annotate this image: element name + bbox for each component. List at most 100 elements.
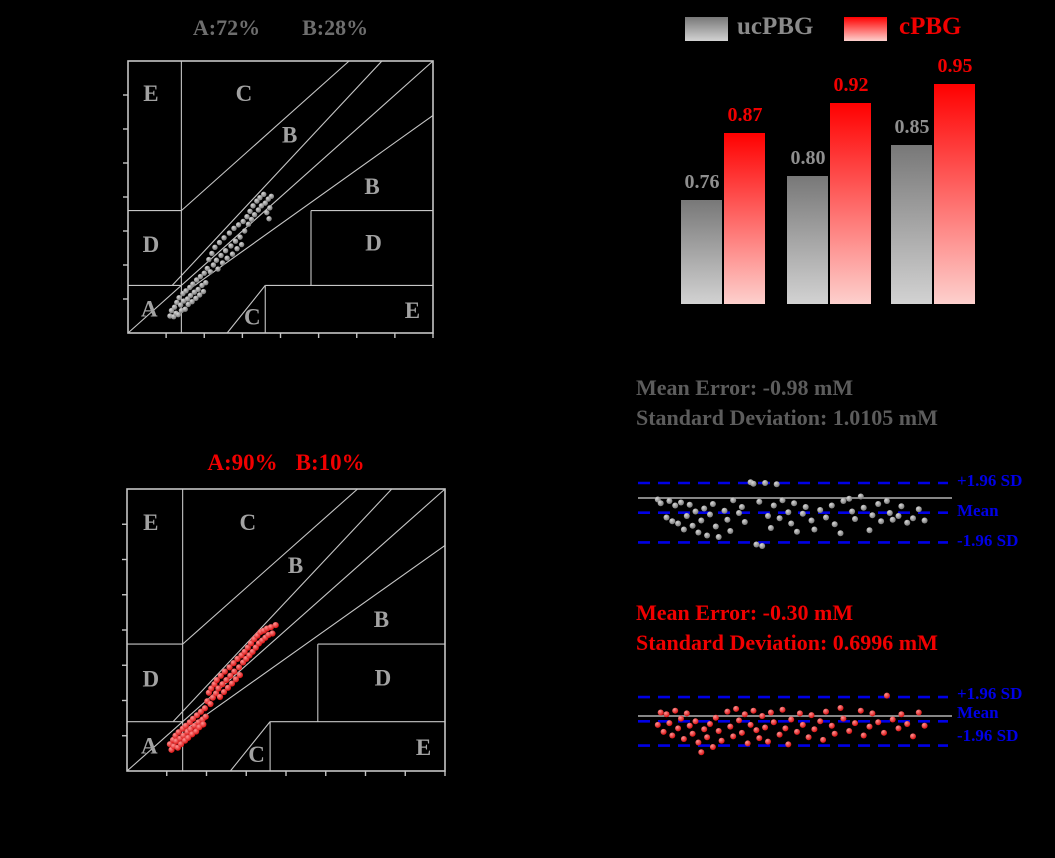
zone-label: C [248, 742, 265, 767]
scatter-point [663, 711, 670, 718]
scatter-point [219, 260, 226, 266]
scatter-point [221, 668, 228, 675]
zone-label: E [143, 510, 158, 535]
scatter-point [709, 743, 716, 750]
scatter-point [733, 705, 740, 712]
zone-label: D [375, 665, 392, 690]
zone-label: C [236, 81, 253, 106]
scatter-point [889, 716, 896, 723]
legend-swatch-ucpbg [685, 17, 728, 41]
scatter-point [250, 203, 256, 209]
scatter-point [715, 534, 722, 540]
bar-cPBG-1 [724, 133, 765, 304]
scatter-point [860, 732, 867, 739]
scatter-point [837, 530, 844, 537]
scatter-point [197, 708, 205, 715]
scatter-point [185, 734, 192, 741]
scatter-point [231, 668, 238, 675]
scatter-point [802, 504, 809, 510]
scatter-point [910, 515, 916, 522]
zone-label: C [240, 510, 257, 535]
scatter-point [785, 741, 792, 748]
scatter-point [889, 516, 896, 523]
bland-altman-ucpbg: +1.96 SD Mean -1.96 SD [638, 471, 1022, 550]
scatter-point [180, 732, 187, 739]
scatter-point [202, 713, 209, 720]
scatter-point [195, 286, 201, 293]
scatter-point [686, 501, 693, 508]
scatter-point [756, 735, 763, 742]
scatter-point [197, 273, 204, 280]
scatter-point [219, 681, 226, 688]
scatter-point [182, 722, 189, 729]
scatter-point [796, 710, 803, 717]
scatter-point [852, 516, 858, 522]
scatter-point [187, 292, 194, 299]
scatter-point [669, 518, 676, 525]
scatter-point [776, 731, 783, 738]
scatter-point [266, 216, 272, 222]
scatter-point [724, 708, 731, 715]
scatter-point [698, 517, 705, 524]
scatter-point [759, 543, 766, 549]
bar-cPBG-2 [830, 102, 871, 304]
scatter-point [215, 266, 221, 272]
scatter-point [846, 495, 853, 502]
scatter-point [187, 726, 194, 733]
scatter-point [762, 480, 769, 486]
mean-sd-label: Mean [957, 501, 999, 520]
scatter-point [736, 510, 742, 516]
scatter-point [191, 722, 198, 729]
scatter-point [849, 508, 856, 515]
bar-value-label: 0.92 [833, 73, 869, 96]
scatter-point [770, 719, 777, 726]
scatter-point [788, 716, 795, 723]
zone-label: D [143, 667, 160, 692]
clarke-grid-cpbg: E C B B D D A C E [122, 488, 446, 776]
zone-label: B [282, 122, 297, 147]
scatter-point [811, 526, 818, 533]
scatter-point [267, 624, 274, 631]
zone-line [182, 488, 358, 645]
scatter-point [799, 721, 806, 728]
scatter-point [712, 523, 719, 530]
scatter-point [828, 502, 835, 509]
scatter-point [712, 714, 719, 721]
scatter-point [217, 672, 224, 679]
scatter-point [869, 710, 876, 717]
scatter-point [823, 708, 829, 715]
scatter-point [741, 711, 748, 718]
scatter-point [698, 749, 705, 756]
zone-line [127, 60, 434, 334]
bar-ucPBG-2 [787, 175, 828, 304]
scatter-point [704, 532, 711, 539]
scatter-point [247, 208, 253, 214]
scatter-point [817, 718, 824, 725]
scatter-point [666, 720, 673, 727]
scatter-point [718, 737, 725, 744]
scatter-point [915, 506, 922, 513]
scatter-point [695, 739, 702, 746]
scatter-point [747, 721, 754, 728]
scatter-point [678, 499, 684, 506]
scatter-point [193, 277, 200, 283]
zone-label: B [288, 553, 303, 578]
scatter-point [171, 304, 178, 310]
zone-b-percent: B:28% [302, 15, 369, 40]
scatter-point [236, 672, 243, 679]
scatter-point [921, 722, 928, 729]
scatter-point [840, 715, 847, 722]
scatter-point [695, 529, 702, 536]
scatter-point [222, 248, 229, 254]
scatter-point [915, 709, 922, 716]
scatter-point [269, 630, 276, 637]
scatter-point [898, 711, 905, 718]
scatter-point [223, 676, 230, 684]
scatter-point [683, 513, 690, 519]
scatter-point [231, 225, 237, 231]
scatter-point [765, 738, 771, 745]
clarke-cpbg-title: A:90% B:10% [127, 450, 445, 476]
zone-b-percent: B:10% [295, 450, 365, 475]
scatter-point [866, 723, 873, 730]
scatter-point [817, 507, 824, 513]
